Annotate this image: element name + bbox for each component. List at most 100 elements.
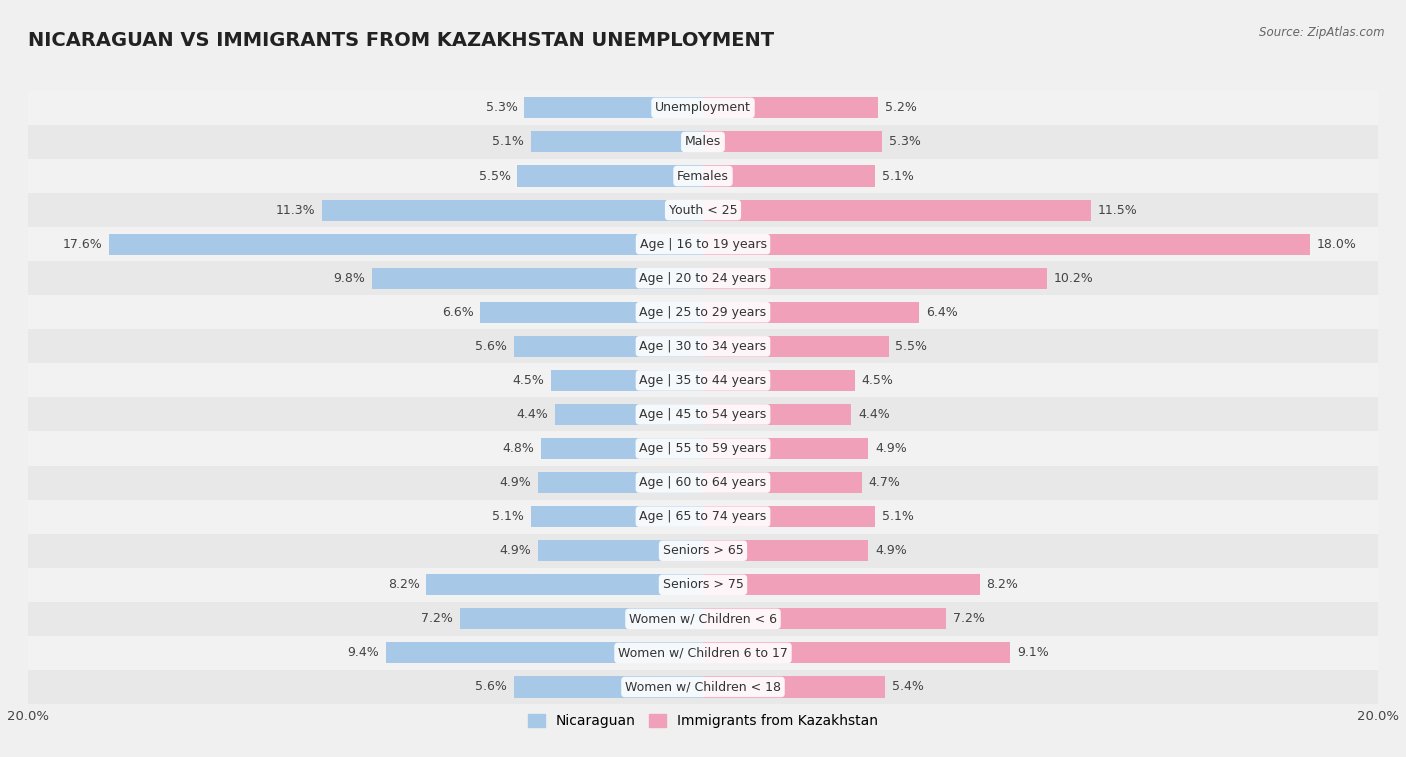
Bar	[481, 302, 703, 322]
Bar	[703, 302, 920, 322]
Bar	[28, 91, 1378, 125]
Bar	[28, 466, 1378, 500]
Text: Unemployment: Unemployment	[655, 101, 751, 114]
Text: 4.4%: 4.4%	[858, 408, 890, 421]
Bar	[703, 370, 855, 391]
Text: Women w/ Children < 18: Women w/ Children < 18	[626, 681, 780, 693]
Bar	[703, 643, 1010, 663]
Bar	[703, 609, 946, 629]
Text: 9.1%: 9.1%	[1017, 646, 1049, 659]
Bar	[110, 234, 703, 254]
Text: 5.1%: 5.1%	[492, 136, 524, 148]
Bar	[28, 363, 1378, 397]
Text: 6.4%: 6.4%	[925, 306, 957, 319]
Text: 18.0%: 18.0%	[1317, 238, 1357, 251]
Bar	[703, 472, 862, 493]
Bar	[551, 370, 703, 391]
Text: 5.1%: 5.1%	[492, 510, 524, 523]
Text: 9.8%: 9.8%	[333, 272, 366, 285]
Bar	[28, 261, 1378, 295]
Bar	[703, 438, 869, 459]
Text: 4.4%: 4.4%	[516, 408, 548, 421]
Bar	[537, 472, 703, 493]
Text: Seniors > 65: Seniors > 65	[662, 544, 744, 557]
Bar	[703, 98, 879, 118]
Text: Seniors > 75: Seniors > 75	[662, 578, 744, 591]
Bar	[322, 200, 703, 220]
Text: 4.8%: 4.8%	[502, 442, 534, 455]
Bar	[703, 336, 889, 357]
Bar	[28, 295, 1378, 329]
Bar	[703, 575, 980, 595]
Text: Youth < 25: Youth < 25	[669, 204, 737, 217]
Text: 4.9%: 4.9%	[499, 544, 531, 557]
Text: Age | 30 to 34 years: Age | 30 to 34 years	[640, 340, 766, 353]
Bar	[28, 568, 1378, 602]
Bar	[426, 575, 703, 595]
Text: Females: Females	[678, 170, 728, 182]
Text: 5.1%: 5.1%	[882, 170, 914, 182]
Bar	[460, 609, 703, 629]
Text: 10.2%: 10.2%	[1054, 272, 1094, 285]
Bar	[28, 500, 1378, 534]
Bar	[541, 438, 703, 459]
Bar	[28, 193, 1378, 227]
Text: Age | 55 to 59 years: Age | 55 to 59 years	[640, 442, 766, 455]
Text: 7.2%: 7.2%	[953, 612, 984, 625]
Text: 7.2%: 7.2%	[422, 612, 453, 625]
Bar	[515, 677, 703, 697]
Text: 11.3%: 11.3%	[276, 204, 315, 217]
Bar	[28, 397, 1378, 431]
Text: 5.5%: 5.5%	[896, 340, 928, 353]
Bar	[537, 540, 703, 561]
Bar	[28, 670, 1378, 704]
Text: 5.6%: 5.6%	[475, 681, 508, 693]
Text: Age | 35 to 44 years: Age | 35 to 44 years	[640, 374, 766, 387]
Text: Women w/ Children 6 to 17: Women w/ Children 6 to 17	[619, 646, 787, 659]
Text: 4.9%: 4.9%	[499, 476, 531, 489]
Text: Women w/ Children < 6: Women w/ Children < 6	[628, 612, 778, 625]
Text: 5.4%: 5.4%	[891, 681, 924, 693]
Bar	[703, 268, 1047, 288]
Text: 5.3%: 5.3%	[485, 101, 517, 114]
Bar	[524, 98, 703, 118]
Bar	[554, 404, 703, 425]
Bar	[703, 132, 882, 152]
Text: 5.2%: 5.2%	[886, 101, 917, 114]
Text: 5.3%: 5.3%	[889, 136, 921, 148]
Text: 4.7%: 4.7%	[869, 476, 900, 489]
Text: Age | 45 to 54 years: Age | 45 to 54 years	[640, 408, 766, 421]
Text: 8.2%: 8.2%	[388, 578, 419, 591]
Text: Age | 25 to 29 years: Age | 25 to 29 years	[640, 306, 766, 319]
Bar	[531, 132, 703, 152]
Text: 4.9%: 4.9%	[875, 442, 907, 455]
Bar	[531, 506, 703, 527]
Bar	[28, 125, 1378, 159]
Text: 5.1%: 5.1%	[882, 510, 914, 523]
Bar	[28, 329, 1378, 363]
Bar	[28, 534, 1378, 568]
Text: 8.2%: 8.2%	[987, 578, 1018, 591]
Text: Age | 16 to 19 years: Age | 16 to 19 years	[640, 238, 766, 251]
Text: NICARAGUAN VS IMMIGRANTS FROM KAZAKHSTAN UNEMPLOYMENT: NICARAGUAN VS IMMIGRANTS FROM KAZAKHSTAN…	[28, 31, 775, 50]
Bar	[703, 200, 1091, 220]
Text: 11.5%: 11.5%	[1098, 204, 1137, 217]
Text: Source: ZipAtlas.com: Source: ZipAtlas.com	[1260, 26, 1385, 39]
Bar	[385, 643, 703, 663]
Text: 17.6%: 17.6%	[63, 238, 103, 251]
Bar	[28, 636, 1378, 670]
Text: Age | 60 to 64 years: Age | 60 to 64 years	[640, 476, 766, 489]
Text: 9.4%: 9.4%	[347, 646, 380, 659]
Legend: Nicaraguan, Immigrants from Kazakhstan: Nicaraguan, Immigrants from Kazakhstan	[522, 709, 884, 734]
Text: 6.6%: 6.6%	[441, 306, 474, 319]
Text: Age | 20 to 24 years: Age | 20 to 24 years	[640, 272, 766, 285]
Bar	[703, 166, 875, 186]
Bar	[703, 404, 852, 425]
Text: Age | 65 to 74 years: Age | 65 to 74 years	[640, 510, 766, 523]
Bar	[517, 166, 703, 186]
Bar	[28, 159, 1378, 193]
Text: 5.5%: 5.5%	[478, 170, 510, 182]
Text: 4.9%: 4.9%	[875, 544, 907, 557]
Bar	[515, 336, 703, 357]
Bar	[28, 431, 1378, 466]
